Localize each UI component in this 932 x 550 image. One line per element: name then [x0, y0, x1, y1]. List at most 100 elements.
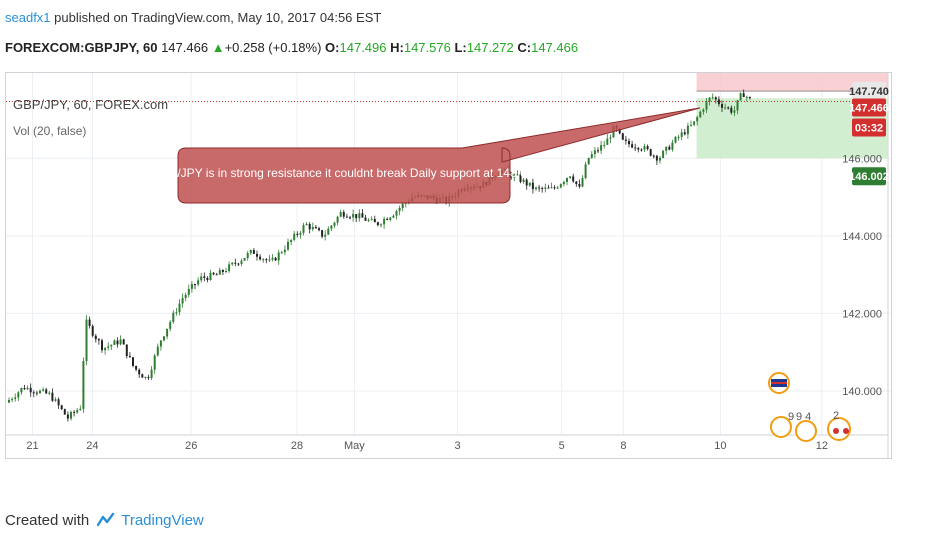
candle-body [553, 187, 556, 189]
y-tick-label: 140.000 [842, 386, 882, 398]
candle-body [32, 392, 35, 394]
footer: Created with TradingView [5, 505, 204, 535]
x-axis[interactable]: 21 24 26 28 May 3 5 8 10 12 [26, 440, 828, 452]
candle-body [398, 208, 401, 212]
candle-body [600, 145, 603, 151]
candle-body [63, 409, 66, 415]
event-markers[interactable]: 9 9 4 2 [768, 372, 851, 442]
footer-brand[interactable]: TradingView [121, 511, 204, 529]
event-marker-count-2: 9 4 [796, 411, 811, 423]
candle-body [525, 179, 528, 186]
last-price: 147.466 [161, 40, 209, 55]
candle-body [702, 109, 705, 112]
candle-body [274, 257, 277, 261]
candle-body [119, 339, 122, 345]
x-tick-label: 26 [185, 440, 197, 452]
event-marker-icon[interactable] [795, 420, 817, 442]
candle-body [296, 233, 299, 235]
candle-body [212, 272, 215, 275]
candle-body [11, 399, 14, 401]
candle-body [128, 356, 131, 358]
annotation-callout[interactable]: GBP/JPY is in strong resistance it could… [152, 107, 701, 204]
candle-body [628, 140, 630, 145]
candle-body [66, 414, 69, 419]
candle-body [528, 182, 531, 186]
candle-body [156, 346, 159, 356]
candle-body [141, 374, 144, 378]
candle-body [361, 213, 364, 218]
candle-body [714, 97, 717, 100]
candle-body [367, 219, 370, 221]
event-marker-icon[interactable] [770, 416, 792, 438]
candle-body [147, 376, 150, 379]
candle-body [547, 187, 550, 189]
x-tick-label: 24 [86, 440, 98, 452]
candle-body [655, 155, 658, 161]
author-link[interactable]: seadfx1 [5, 10, 51, 25]
candle-body [631, 144, 634, 148]
candle-body [308, 223, 311, 230]
candle-body [541, 187, 544, 189]
candle-body [336, 216, 339, 223]
candle-body [531, 182, 534, 190]
high-label: H: [390, 40, 404, 55]
candle-body [35, 392, 38, 394]
publish-info: published on TradingView.com, May 10, 20… [54, 10, 382, 25]
y-axis[interactable]: 140.000 142.000 144.000 146.000 [842, 153, 882, 398]
candle-body [711, 97, 714, 99]
event-dot-icon [833, 428, 839, 434]
open-value: 147.496 [339, 40, 387, 55]
open-label: O: [325, 40, 340, 55]
candle-body [48, 392, 51, 394]
candle-body [237, 263, 240, 265]
x-tick-label: 8 [620, 440, 626, 452]
candle-body [125, 344, 128, 357]
price-tag-last: 147.466 [849, 102, 889, 114]
footer-created: Created with [5, 511, 90, 529]
event-dot-icon [843, 428, 849, 434]
candle-body [262, 259, 265, 261]
candle-body [745, 96, 748, 98]
candle-body [652, 155, 655, 157]
candle-body [17, 392, 20, 398]
candle-body [395, 211, 398, 216]
candle-body [293, 233, 296, 240]
candle-body [559, 184, 562, 188]
candle-body [221, 270, 224, 272]
candle-body [634, 147, 637, 149]
candle-body [178, 303, 181, 313]
low-label: L: [454, 40, 467, 55]
candle-body [104, 347, 107, 351]
candle-body [144, 376, 147, 378]
candle-body [97, 339, 100, 341]
candle-body [280, 252, 283, 254]
candle-body [342, 212, 345, 217]
candle-body [401, 203, 404, 209]
candle-body [265, 259, 268, 261]
candle-body [671, 142, 674, 150]
price-tag-top: 147.740 [849, 86, 889, 98]
candle-body [386, 218, 389, 220]
price-chart[interactable]: GBP/JPY, 60, FOREX.com Vol (20, false) G… [6, 73, 891, 458]
candle-body [228, 264, 231, 272]
candle-body [8, 400, 10, 403]
event-marker-icon[interactable] [827, 417, 851, 441]
candle-body [218, 270, 221, 275]
symbol-name[interactable]: FOREXCOM:GBPJPY, 60 [5, 40, 158, 55]
candle-body [708, 97, 711, 102]
candle-body [699, 111, 702, 118]
candle-body [742, 93, 745, 98]
chart-frame[interactable]: GBP/JPY, 60, FOREX.com Vol (20, false) G… [5, 72, 892, 459]
candle-body [724, 107, 727, 109]
candle-body [665, 146, 668, 151]
candle-body [330, 225, 333, 229]
candle-body [383, 218, 386, 225]
candle-body [42, 389, 45, 391]
candle-body [225, 271, 227, 273]
candle-body [159, 340, 162, 347]
candle-body [349, 217, 351, 219]
candle-body [519, 174, 522, 182]
candle-body [690, 124, 692, 126]
candle-body [318, 228, 320, 231]
resistance-zone[interactable] [696, 73, 888, 91]
